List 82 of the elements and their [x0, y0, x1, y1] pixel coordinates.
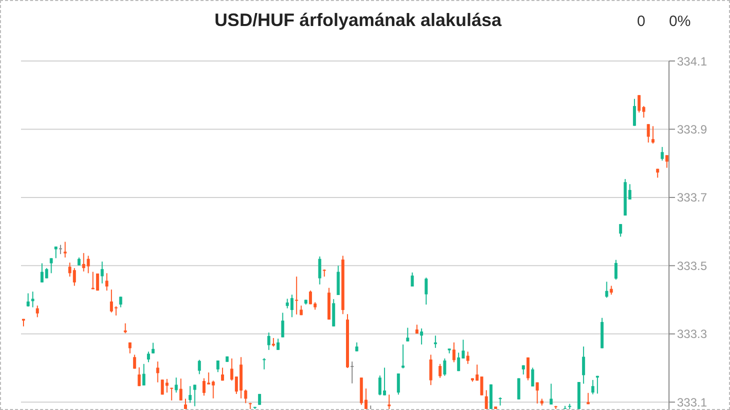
candlestick — [198, 359, 201, 375]
candlestick — [170, 387, 174, 401]
candlestick — [146, 351, 150, 363]
candlestick — [517, 378, 520, 400]
text: 0 — [637, 13, 646, 30]
candlestick — [318, 256, 322, 285]
candlestick — [262, 358, 266, 370]
candlestick — [290, 294, 294, 318]
candlestick — [119, 296, 122, 308]
candlestick — [86, 255, 90, 274]
candlestick — [105, 272, 108, 292]
candlestick — [651, 126, 654, 144]
candlestick — [193, 384, 196, 407]
candlestick — [165, 378, 168, 394]
candlestick — [665, 154, 668, 168]
candlestick — [457, 352, 460, 372]
candlestick — [221, 367, 224, 382]
y-tick-label: 333.5 — [677, 258, 708, 273]
candlestick — [59, 244, 62, 255]
candlestick — [350, 361, 354, 384]
candlestick — [124, 322, 127, 334]
candlestick — [138, 366, 141, 387]
candlestick — [429, 354, 432, 386]
candlestick — [632, 98, 636, 126]
candlestick — [179, 378, 182, 401]
candlestick — [216, 360, 220, 373]
candlestick — [536, 382, 539, 404]
candlestick — [410, 272, 414, 287]
candlestick — [133, 354, 136, 370]
candlestick — [443, 358, 446, 376]
candlestick — [295, 276, 298, 315]
candlestick — [660, 146, 664, 162]
candlestick — [619, 224, 622, 238]
candlestick — [628, 184, 632, 200]
candlestick — [591, 379, 594, 395]
candlestick — [36, 305, 39, 318]
candlestick — [526, 356, 530, 381]
candlestick — [424, 277, 428, 306]
candlestick — [152, 342, 155, 354]
candlestick — [336, 265, 340, 296]
candlestick — [396, 372, 400, 396]
candlestick — [276, 338, 280, 350]
candlestick — [26, 292, 30, 308]
candlestick — [188, 386, 192, 404]
candlestick — [438, 363, 442, 378]
candlestick — [281, 312, 284, 338]
candlestick — [582, 346, 586, 384]
candlestick — [531, 367, 534, 387]
candlestick — [244, 389, 248, 404]
candlestick — [212, 380, 215, 399]
candlestick — [596, 375, 599, 394]
candlestick — [638, 94, 641, 114]
candlestick — [72, 268, 76, 286]
candlestick — [434, 335, 437, 348]
candlestick — [402, 344, 405, 369]
candlestick — [452, 342, 456, 363]
candlestick — [100, 261, 104, 284]
candlestick — [174, 377, 178, 394]
text: 0% — [669, 13, 691, 30]
candlestick — [550, 383, 553, 406]
y-tick-label: 333.1 — [677, 395, 708, 410]
candlestick — [156, 361, 160, 383]
candlestick — [406, 327, 410, 342]
candlestick — [420, 328, 424, 345]
candlestick — [267, 332, 270, 350]
candlestick — [50, 258, 53, 274]
candlestick — [332, 298, 336, 327]
candlestick — [466, 351, 470, 364]
candlestick — [142, 363, 146, 386]
candlestick — [614, 259, 618, 280]
candlestick — [202, 378, 206, 396]
candlestick — [82, 252, 86, 272]
candlestick — [605, 281, 608, 298]
candlestick — [54, 246, 58, 259]
y-tick-label: 334.1 — [677, 54, 708, 68]
candlestick — [40, 262, 44, 283]
chart-title: USD/HUF árfolyamának alakulása — [214, 10, 502, 30]
candlestick — [646, 124, 650, 144]
candlestick — [64, 241, 67, 258]
y-tick-label: 333.9 — [677, 122, 708, 136]
y-tick-label: 333.7 — [677, 190, 708, 205]
y-tick-label: 333.3 — [677, 327, 708, 342]
